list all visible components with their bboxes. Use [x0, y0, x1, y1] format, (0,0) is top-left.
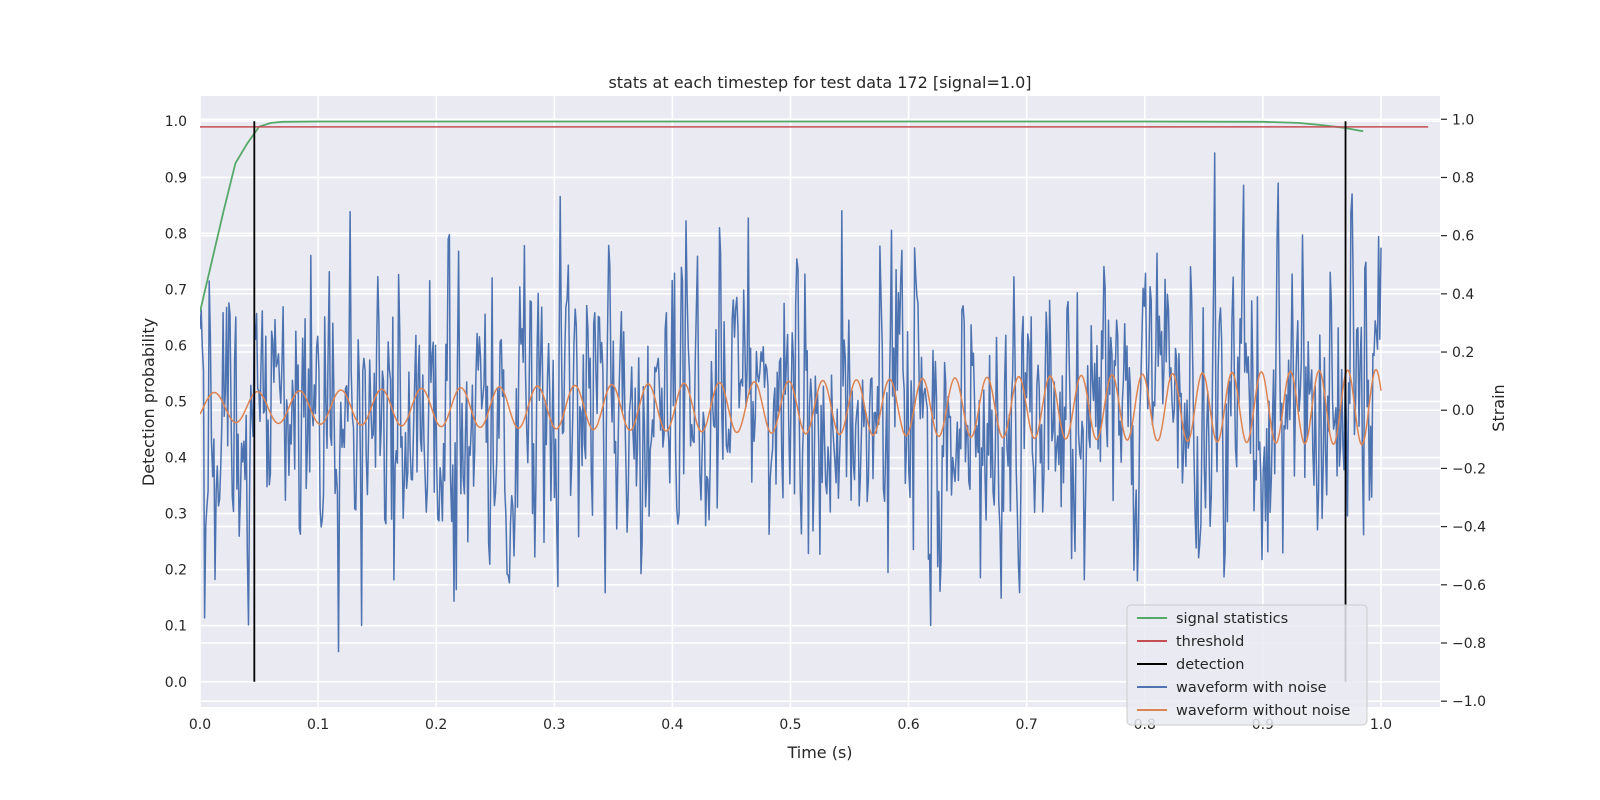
left-y-tick-label: 1.0 [165, 114, 187, 130]
x-tick-label: 0.7 [1016, 717, 1038, 733]
legend-label-threshold: threshold [1176, 634, 1244, 650]
x-tick-label: 0.4 [661, 717, 683, 733]
waveform-without-noise-line [200, 368, 1382, 446]
left-y-axis-ticks: 0.0 0.1 0.2 0.3 0.4 0.5 0.6 0.7 0.8 0.9 1.0 [165, 114, 187, 691]
left-y-tick-label: 0.3 [165, 507, 187, 523]
x-tick-label: 0.1 [307, 717, 329, 733]
legend: signal statistics threshold detection wa… [1126, 604, 1368, 726]
legend-label-detection: detection [1176, 657, 1244, 673]
right-y-tick-label: 0.2 [1452, 345, 1474, 361]
left-y-tick-label: 0.9 [165, 170, 187, 186]
left-y-tick-label: 0.5 [165, 395, 187, 411]
x-tick-label: 0.3 [543, 717, 565, 733]
left-y-tick-label: 0.2 [165, 563, 187, 579]
left-y-tick-label: 0.6 [165, 338, 187, 354]
left-y-axis-label: Detection probability [139, 318, 158, 486]
right-y-axis-ticks: −1.0 −0.8 −0.6 −0.4 −0.2 0.0 0.2 0.4 0.6 0.8 1.0 [1441, 112, 1486, 710]
x-tick-label: 0.5 [779, 717, 801, 733]
x-tick-label: 1.0 [1370, 717, 1392, 733]
x-tick-label: 0.0 [189, 717, 211, 733]
right-y-tick-label: −1.0 [1452, 694, 1486, 710]
right-y-tick-label: −0.4 [1452, 520, 1486, 536]
right-y-tick-label: 1.0 [1452, 112, 1474, 128]
plot-area [200, 120, 1429, 682]
right-y-axis-label: Strain [1489, 384, 1508, 431]
left-y-tick-label: 0.0 [165, 675, 187, 691]
x-tick-label: 0.2 [425, 717, 447, 733]
legend-label-signal-statistics: signal statistics [1176, 611, 1288, 627]
right-y-tick-label: −0.2 [1452, 461, 1486, 477]
right-y-tick-label: −0.6 [1452, 578, 1486, 594]
right-y-tick-label: 0.8 [1452, 170, 1474, 186]
x-axis-label: Time (s) [786, 743, 852, 762]
right-y-tick-label: −0.8 [1452, 636, 1486, 652]
left-y-tick-label: 0.7 [165, 282, 187, 298]
right-y-tick-label: 0.4 [1452, 287, 1474, 303]
right-y-tick-label: 0.0 [1452, 403, 1474, 419]
legend-label-waveform-with-noise: waveform with noise [1176, 680, 1327, 696]
left-y-tick-label: 0.8 [165, 226, 187, 242]
x-tick-label: 0.6 [897, 717, 919, 733]
left-y-tick-label: 0.4 [165, 451, 187, 467]
signal-statistics-line [200, 120, 1364, 313]
left-y-tick-label: 0.1 [165, 619, 187, 635]
legend-box [1126, 604, 1368, 726]
right-y-tick-label: 0.6 [1452, 229, 1474, 245]
chart-title: stats at each timestep for test data 172… [608, 73, 1031, 92]
legend-label-waveform-without-noise: waveform without noise [1176, 703, 1350, 719]
